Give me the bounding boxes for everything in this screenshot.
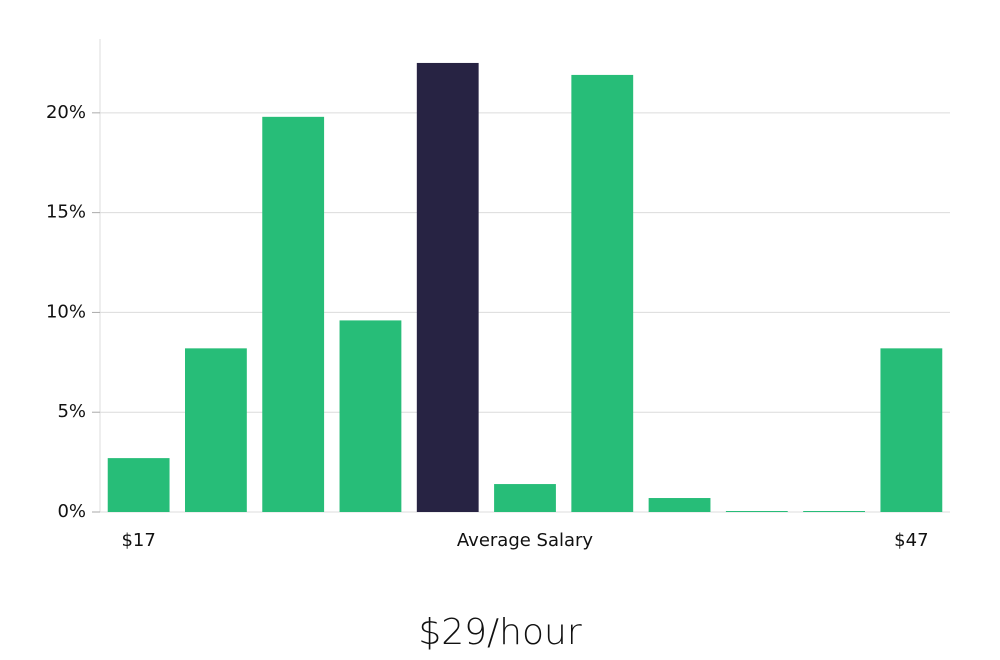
- y-tick-label: 15%: [46, 202, 86, 223]
- bar: [262, 116, 325, 512]
- bar: [571, 74, 634, 513]
- x-axis-label: Average Salary: [457, 530, 594, 551]
- y-tick-label: 10%: [46, 301, 86, 322]
- y-tick-label: 5%: [57, 401, 86, 422]
- bar: [880, 348, 943, 512]
- bar: [494, 484, 556, 512]
- bar: [107, 458, 170, 512]
- bar: [648, 498, 711, 512]
- bar: [803, 511, 865, 512]
- x-tick-label: $47: [894, 530, 928, 551]
- y-tick-label: 0%: [57, 501, 86, 522]
- bar: [725, 511, 788, 512]
- bar: [339, 320, 402, 512]
- x-tick-label: $17: [121, 530, 155, 551]
- y-tick-label: 20%: [46, 102, 86, 123]
- bar: [416, 62, 479, 512]
- bar: [185, 348, 247, 512]
- average-salary-annotation: $29/hour: [418, 612, 582, 653]
